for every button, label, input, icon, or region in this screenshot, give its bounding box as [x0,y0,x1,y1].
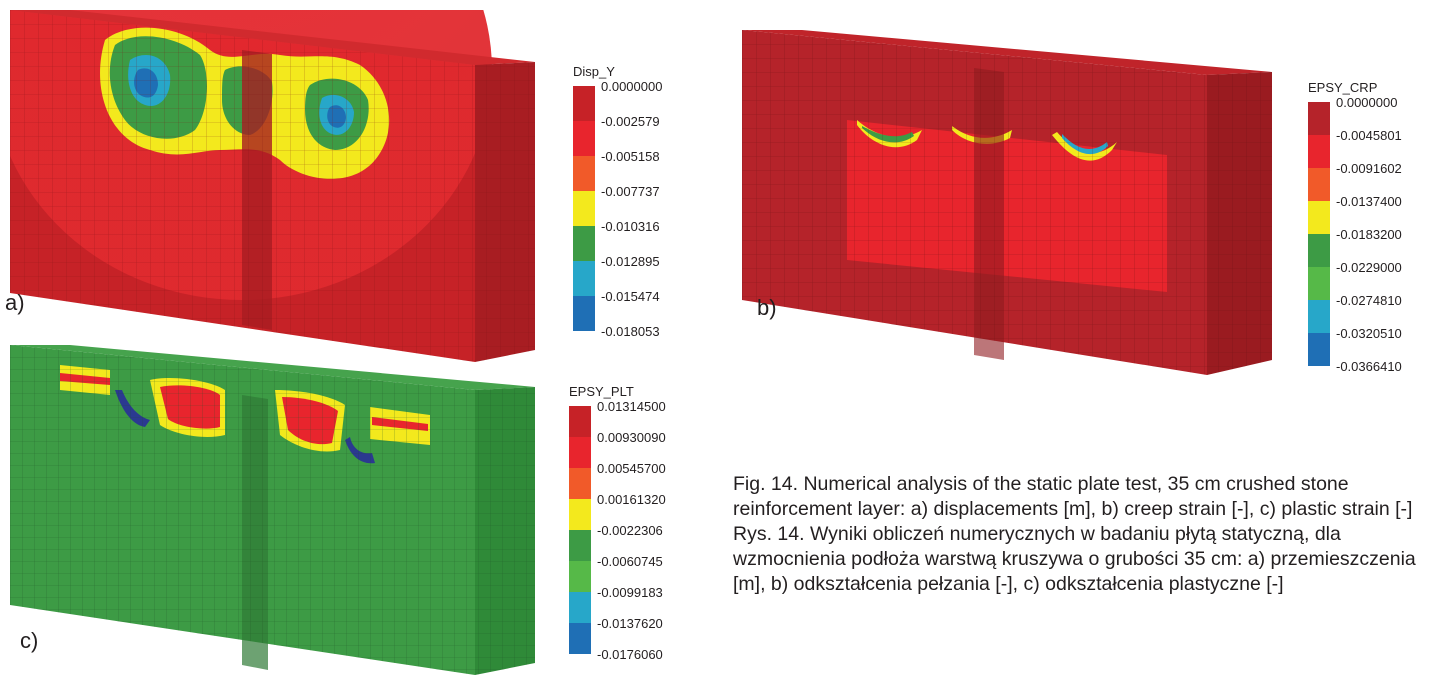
legend-color-band [569,592,591,623]
legend-value: -0.0099183 [597,585,663,600]
legend-color-bar [569,406,591,654]
legend-color-band [573,296,595,331]
panel-a-model [10,10,535,362]
legend-color-band [1308,135,1330,168]
figure-caption: Fig. 14. Numerical analysis of the stati… [733,472,1423,597]
legend-color-band [569,406,591,437]
legend-color-band [573,261,595,296]
legend-value: -0.018053 [601,324,660,339]
legend-color-band [569,623,591,654]
creep-strain-contour-plot [742,30,1272,375]
plastic-strain-contour-plot [10,345,535,675]
legend-title: EPSY_PLT [569,384,634,399]
panel-c-label: c) [20,628,39,653]
caption-polish: Rys. 14. Wyniki obliczeń numerycznych w … [733,523,1416,595]
legend-color-band [569,437,591,468]
legend-title: EPSY_CRP [1308,80,1378,95]
legend-value: -0.0045801 [1336,128,1402,143]
panel-c-model [10,345,535,675]
legend-value: -0.0229000 [1336,260,1402,275]
legend-color-band [569,530,591,561]
legend-color-band [569,499,591,530]
legend-color-band [1308,333,1330,366]
legend-color-bar [573,86,595,331]
legend-color-band [1308,168,1330,201]
caption-english: Fig. 14. Numerical analysis of the stati… [733,473,1413,520]
legend-value: -0.0320510 [1336,326,1402,341]
legend-color-band [573,226,595,261]
legend-color-band [1308,234,1330,267]
legend-color-band [573,86,595,121]
legend-value: 0.0000000 [1336,95,1398,110]
legend-color-band [1308,102,1330,135]
legend-value: -0.012895 [601,254,660,269]
displacement-contour-plot [10,10,535,362]
legend-value: 0.00545700 [597,461,666,476]
legend-color-band [1308,300,1330,333]
legend-value: -0.002579 [601,114,660,129]
legend-value: -0.015474 [601,289,660,304]
legend-value: -0.0137400 [1336,194,1402,209]
legend-value: -0.0183200 [1336,227,1402,242]
legend-value: -0.007737 [601,184,660,199]
legend-value: -0.0060745 [597,554,663,569]
legend-color-band [569,468,591,499]
legend-value: -0.0274810 [1336,293,1402,308]
legend-value: -0.0091602 [1336,161,1402,176]
legend-value: -0.0137620 [597,616,663,631]
legend-value: 0.00930090 [597,430,666,445]
legend-color-band [1308,267,1330,300]
legend-value: 0.00161320 [597,492,666,507]
panel-a-label: a) [5,290,25,315]
legend-value: -0.0176060 [597,647,663,662]
legend-color-band [1308,201,1330,234]
legend-value: -0.0022306 [597,523,663,538]
legend-color-band [573,191,595,226]
legend-value: 0.0000000 [601,79,663,94]
legend-value: 0.01314500 [597,399,666,414]
legend-value: -0.005158 [601,149,660,164]
legend-color-band [573,156,595,191]
legend-value: -0.0366410 [1336,359,1402,374]
legend-color-band [573,121,595,156]
panel-b-label: b) [757,295,777,320]
legend-value: -0.010316 [601,219,660,234]
legend-color-bar [1308,102,1330,366]
legend-title: Disp_Y [573,64,615,79]
legend-color-band [569,561,591,592]
panel-b-model [742,30,1272,375]
